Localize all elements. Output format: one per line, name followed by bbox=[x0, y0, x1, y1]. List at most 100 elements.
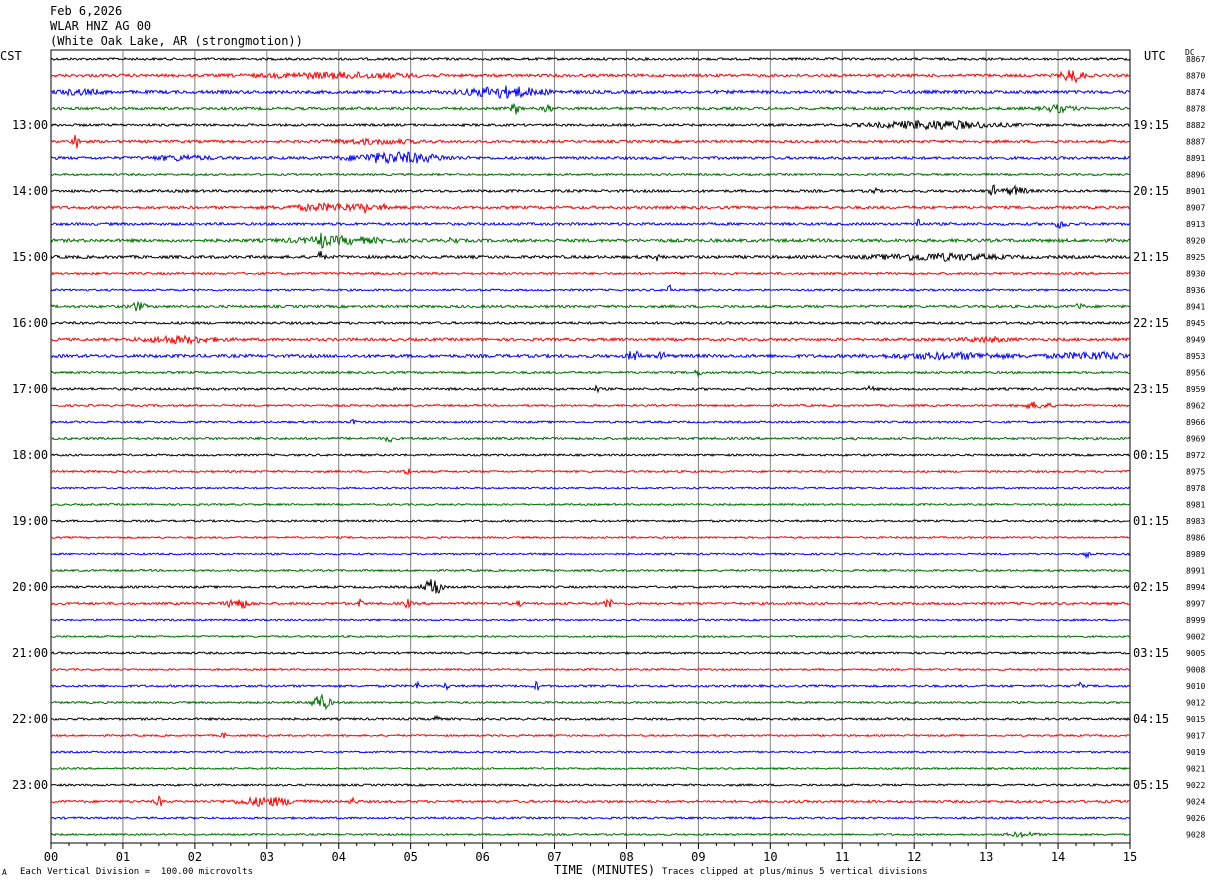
trace-line bbox=[50, 815, 1131, 821]
trace-line bbox=[50, 568, 1131, 573]
left-time-label: 17:00 bbox=[12, 382, 48, 396]
dc-offset-label: 8994 bbox=[1186, 583, 1205, 592]
dc-offset-label: 8978 bbox=[1186, 484, 1205, 493]
scale-note: Each Vertical Division = 100.00 microvol… bbox=[20, 867, 253, 877]
left-time-label: 20:00 bbox=[12, 580, 48, 594]
trace-group bbox=[50, 56, 1131, 839]
dc-offset-label: 9026 bbox=[1186, 814, 1205, 823]
right-time-label: 04:15 bbox=[1133, 712, 1169, 726]
trace-line bbox=[50, 579, 1131, 594]
label-group: 00 01 02 03 04 05 06 07 08 09 10 11 12 13 14 15 13:00 14:… bbox=[12, 55, 1205, 864]
dc-offset-label: 9024 bbox=[1186, 798, 1205, 807]
dc-offset-label: 8997 bbox=[1186, 600, 1205, 609]
trace-line bbox=[50, 714, 1131, 722]
dc-offset-label: 8878 bbox=[1186, 105, 1205, 114]
dc-offset-label: 9019 bbox=[1186, 748, 1205, 757]
dc-offset-label: 9002 bbox=[1186, 633, 1205, 642]
right-timezone-label: UTC bbox=[1144, 49, 1166, 63]
dc-offset-label: 8913 bbox=[1186, 220, 1205, 229]
usgs-logo: A bbox=[2, 868, 7, 877]
dc-offset-label: 8981 bbox=[1186, 501, 1205, 510]
trace-line bbox=[50, 384, 1131, 394]
trace-line bbox=[50, 618, 1131, 622]
x-tick-label: 00 bbox=[44, 850, 58, 864]
trace-line bbox=[50, 350, 1131, 361]
x-tick-label: 08 bbox=[619, 850, 633, 864]
x-tick-label: 05 bbox=[403, 850, 417, 864]
dc-offset-label: 8969 bbox=[1186, 435, 1205, 444]
trace-line bbox=[50, 551, 1131, 560]
dc-offset-label: 8891 bbox=[1186, 154, 1205, 163]
dc-offset-label: 8949 bbox=[1186, 336, 1205, 345]
trace-line bbox=[50, 300, 1131, 312]
dc-offset-label: 8941 bbox=[1186, 303, 1205, 312]
trace-line bbox=[50, 69, 1131, 84]
x-tick-label: 15 bbox=[1123, 850, 1137, 864]
left-time-label: 19:00 bbox=[12, 514, 48, 528]
trace-line bbox=[51, 436, 1131, 443]
x-tick-label: 01 bbox=[116, 850, 130, 864]
x-tick-label: 07 bbox=[547, 850, 561, 864]
x-tick-label: 13 bbox=[979, 850, 993, 864]
right-time-label: 03:15 bbox=[1133, 646, 1169, 660]
dc-offset-label: 9017 bbox=[1186, 732, 1205, 741]
right-time-label: 22:15 bbox=[1133, 316, 1169, 330]
dc-offset-label: 8999 bbox=[1186, 616, 1205, 625]
x-tick-label: 12 bbox=[907, 850, 921, 864]
dc-offset-label: 9010 bbox=[1186, 682, 1205, 691]
dc-offset-label: 8972 bbox=[1186, 451, 1205, 460]
dc-offset-label: 9022 bbox=[1186, 781, 1205, 790]
right-time-label: 01:15 bbox=[1133, 514, 1169, 528]
dc-offset-label: 8901 bbox=[1186, 187, 1205, 196]
dc-offset-label: 8930 bbox=[1186, 270, 1205, 279]
trace-line bbox=[50, 85, 1131, 99]
trace-line bbox=[50, 119, 1131, 131]
trace-line bbox=[50, 368, 1131, 378]
right-time-label: 21:15 bbox=[1133, 250, 1169, 264]
dc-offset-label: 8936 bbox=[1186, 286, 1205, 295]
left-time-label: 22:00 bbox=[12, 712, 48, 726]
trace-line bbox=[50, 184, 1131, 196]
dc-offset-label: 8874 bbox=[1186, 88, 1205, 97]
dc-offset-label: 8953 bbox=[1186, 352, 1205, 361]
dc-offset-label: 8870 bbox=[1186, 72, 1205, 81]
dc-offset-label: 8956 bbox=[1186, 369, 1205, 378]
trace-line bbox=[50, 418, 1131, 425]
trace-line bbox=[50, 172, 1131, 177]
trace-line bbox=[50, 334, 1131, 346]
trace-line bbox=[50, 56, 1131, 62]
dc-offset-label: 8966 bbox=[1186, 418, 1205, 427]
dc-offset-label: 9005 bbox=[1186, 649, 1205, 658]
dc-offset-label: 8975 bbox=[1186, 468, 1205, 477]
dc-offset-label: 8991 bbox=[1186, 567, 1205, 576]
clip-note: Traces clipped at plus/minus 5 vertical … bbox=[662, 867, 928, 877]
trace-line bbox=[50, 320, 1131, 326]
trace-line bbox=[50, 284, 1131, 293]
grid bbox=[50, 49, 1131, 849]
right-time-label: 19:15 bbox=[1133, 118, 1169, 132]
left-time-label: 14:00 bbox=[12, 184, 48, 198]
dc-offset-label: 9008 bbox=[1186, 666, 1205, 675]
x-tick-label: 09 bbox=[691, 850, 705, 864]
left-timezone-label: CST bbox=[0, 49, 22, 63]
x-tick-label: 06 bbox=[475, 850, 489, 864]
right-time-label: 23:15 bbox=[1133, 382, 1169, 396]
station-code: WLAR HNZ AG 00 bbox=[50, 19, 152, 33]
left-time-label: 23:00 bbox=[12, 778, 48, 792]
dc-offset-label: 8907 bbox=[1186, 204, 1205, 213]
trace-line bbox=[50, 102, 1131, 115]
trace-line bbox=[50, 667, 1131, 672]
station-location: (White Oak Lake, AR (strongmotion)) bbox=[50, 34, 303, 48]
trace-line bbox=[50, 535, 1131, 540]
left-time-label: 18:00 bbox=[12, 448, 48, 462]
right-time-label: 00:15 bbox=[1133, 448, 1169, 462]
x-tick-label: 03 bbox=[260, 850, 274, 864]
trace-line bbox=[50, 680, 1131, 692]
dc-offset-label: 8882 bbox=[1186, 121, 1205, 130]
right-time-label: 20:15 bbox=[1133, 184, 1169, 198]
trace-line bbox=[50, 693, 1131, 711]
trace-line bbox=[50, 783, 1131, 787]
trace-line bbox=[50, 218, 1131, 229]
trace-line bbox=[50, 766, 1131, 771]
